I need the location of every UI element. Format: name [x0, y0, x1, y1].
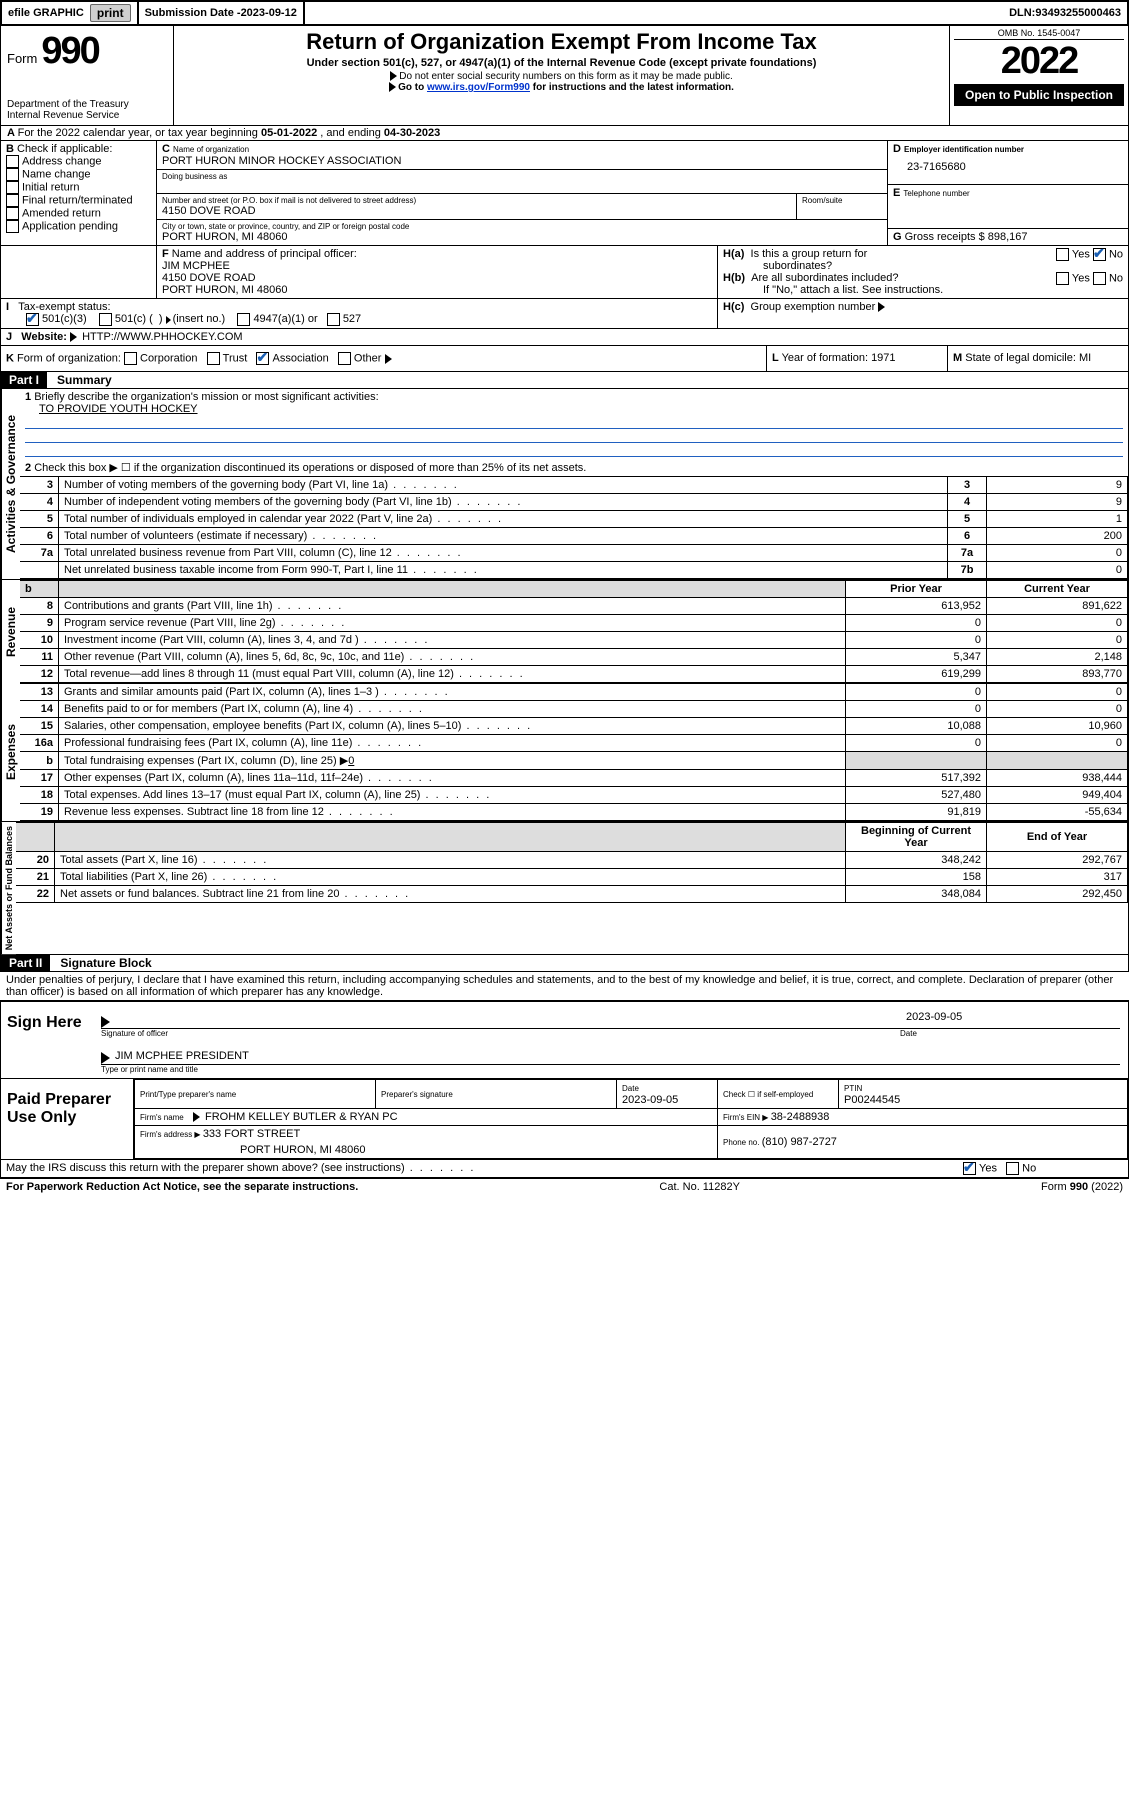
section-a: A For the 2022 calendar year, or tax yea… — [0, 126, 1129, 141]
arrow-icon — [101, 1016, 110, 1028]
ein: 23-7165680 — [893, 155, 1123, 173]
expenses-table: 13Grants and similar amounts paid (Part … — [20, 683, 1128, 821]
501c-checkbox[interactable] — [99, 313, 112, 326]
arrow-icon — [385, 354, 392, 364]
penalties-text: Under penalties of perjury, I declare th… — [0, 972, 1129, 1000]
corp-checkbox[interactable] — [124, 352, 137, 365]
officer-name: JIM MCPHEE — [162, 260, 230, 272]
firm-phone: (810) 987-2727 — [762, 1136, 837, 1148]
pra-notice: For Paperwork Reduction Act Notice, see … — [6, 1181, 358, 1193]
instructions-link[interactable]: www.irs.gov/Form990 — [427, 82, 530, 93]
sign-date: 2023-09-05 — [900, 1006, 1120, 1029]
b-option-checkbox[interactable] — [6, 220, 19, 233]
street-address: 4150 DOVE ROAD — [162, 205, 791, 217]
efile-label: efile GRAPHIC print — [2, 2, 139, 24]
firm-name: FROHM KELLEY BUTLER & RYAN PC — [205, 1111, 398, 1123]
org-name: PORT HURON MINOR HOCKEY ASSOCIATION — [162, 155, 882, 167]
section-fh: F Name and address of principal officer:… — [0, 246, 1129, 299]
part1-title: Summary — [47, 373, 112, 387]
year-formation: 1971 — [871, 352, 895, 364]
governance-table: 3Number of voting members of the governi… — [20, 476, 1128, 579]
b-option-checkbox[interactable] — [6, 168, 19, 181]
discuss-question: May the IRS discuss this return with the… — [6, 1162, 405, 1174]
501c3-checkbox[interactable] — [26, 313, 39, 326]
print-button[interactable]: print — [90, 4, 131, 22]
trust-checkbox[interactable] — [207, 352, 220, 365]
4947-checkbox[interactable] — [237, 313, 250, 326]
arrow-icon — [70, 332, 77, 342]
website: HTTP://WWW.PHHOCKEY.COM — [82, 331, 243, 343]
part1-tag: Part I — [1, 372, 47, 388]
form-header: Form 990 Department of the Treasury Inte… — [0, 26, 1129, 126]
hb-yes-checkbox[interactable] — [1056, 272, 1069, 285]
other-checkbox[interactable] — [338, 352, 351, 365]
b-option-checkbox[interactable] — [6, 207, 19, 220]
cat-no: Cat. No. 11282Y — [659, 1181, 740, 1193]
vert-governance: Activities & Governance — [1, 389, 20, 579]
part2-tag: Part II — [1, 955, 50, 971]
vert-expenses: Expenses — [1, 683, 20, 821]
b-header: Check if applicable: — [17, 143, 112, 155]
527-checkbox[interactable] — [327, 313, 340, 326]
form-footer: Form 990 (2022) — [1041, 1181, 1123, 1193]
city-state-zip: PORT HURON, MI 48060 — [162, 231, 882, 243]
vert-revenue: Revenue — [1, 580, 20, 683]
mission: TO PROVIDE YOUTH HOCKEY — [25, 403, 198, 415]
dln: DLN: 93493255000463 — [1003, 2, 1127, 24]
revenue-table: bPrior YearCurrent Year8Contributions an… — [20, 580, 1128, 683]
hb-no-checkbox[interactable] — [1093, 272, 1106, 285]
b-option-checkbox[interactable] — [6, 155, 19, 168]
b-option-checkbox[interactable] — [6, 181, 19, 194]
arrow-icon — [101, 1052, 110, 1064]
domicile: MI — [1079, 352, 1091, 364]
form-number: Form 990 — [7, 30, 167, 73]
form-title: Return of Organization Exempt From Incom… — [180, 29, 943, 55]
ptin: P00244545 — [844, 1094, 900, 1106]
paid-preparer-label: Paid Preparer Use Only — [1, 1079, 134, 1159]
discuss-yes-checkbox[interactable] — [963, 1162, 976, 1175]
section-bcdeg: B Check if applicable: Address changeNam… — [0, 141, 1129, 246]
submission-date: Submission Date - 2023-09-12 — [139, 2, 305, 24]
omb-number: OMB No. 1545-0047 — [954, 28, 1124, 40]
ha-yes-checkbox[interactable] — [1056, 248, 1069, 261]
arrow-icon — [193, 1112, 200, 1122]
warning-1: Do not enter social security numbers on … — [399, 71, 732, 82]
firm-ein: 38-2488938 — [771, 1111, 830, 1123]
firm-addr: 333 FORT STREET — [203, 1128, 300, 1140]
dept-label: Department of the Treasury — [7, 99, 167, 110]
netassets-table: Beginning of Current YearEnd of Year20To… — [16, 822, 1128, 903]
arrow-icon — [166, 316, 171, 324]
gross-receipts: 898,167 — [988, 231, 1028, 243]
irs-label: Internal Revenue Service — [7, 110, 167, 121]
officer-signed-name: JIM MCPHEE PRESIDENT — [101, 1050, 249, 1062]
prep-date: 2023-09-05 — [622, 1094, 678, 1106]
sign-here-label: Sign Here — [1, 1002, 93, 1078]
ha-no-checkbox[interactable] — [1093, 248, 1106, 261]
open-inspection-badge: Open to Public Inspection — [954, 84, 1124, 106]
arrow-icon — [390, 71, 397, 81]
tax-year: 2022 — [954, 40, 1124, 83]
discuss-no-checkbox[interactable] — [1006, 1162, 1019, 1175]
assoc-checkbox[interactable] — [256, 352, 269, 365]
top-bar: efile GRAPHIC print Submission Date - 20… — [0, 0, 1129, 26]
part2-title: Signature Block — [50, 956, 151, 970]
arrow-icon — [878, 302, 885, 312]
vert-netassets: Net Assets or Fund Balances — [1, 822, 16, 954]
b-option-checkbox[interactable] — [6, 194, 19, 207]
arrow-icon — [389, 82, 396, 92]
form-subtitle: Under section 501(c), 527, or 4947(a)(1)… — [180, 57, 943, 69]
